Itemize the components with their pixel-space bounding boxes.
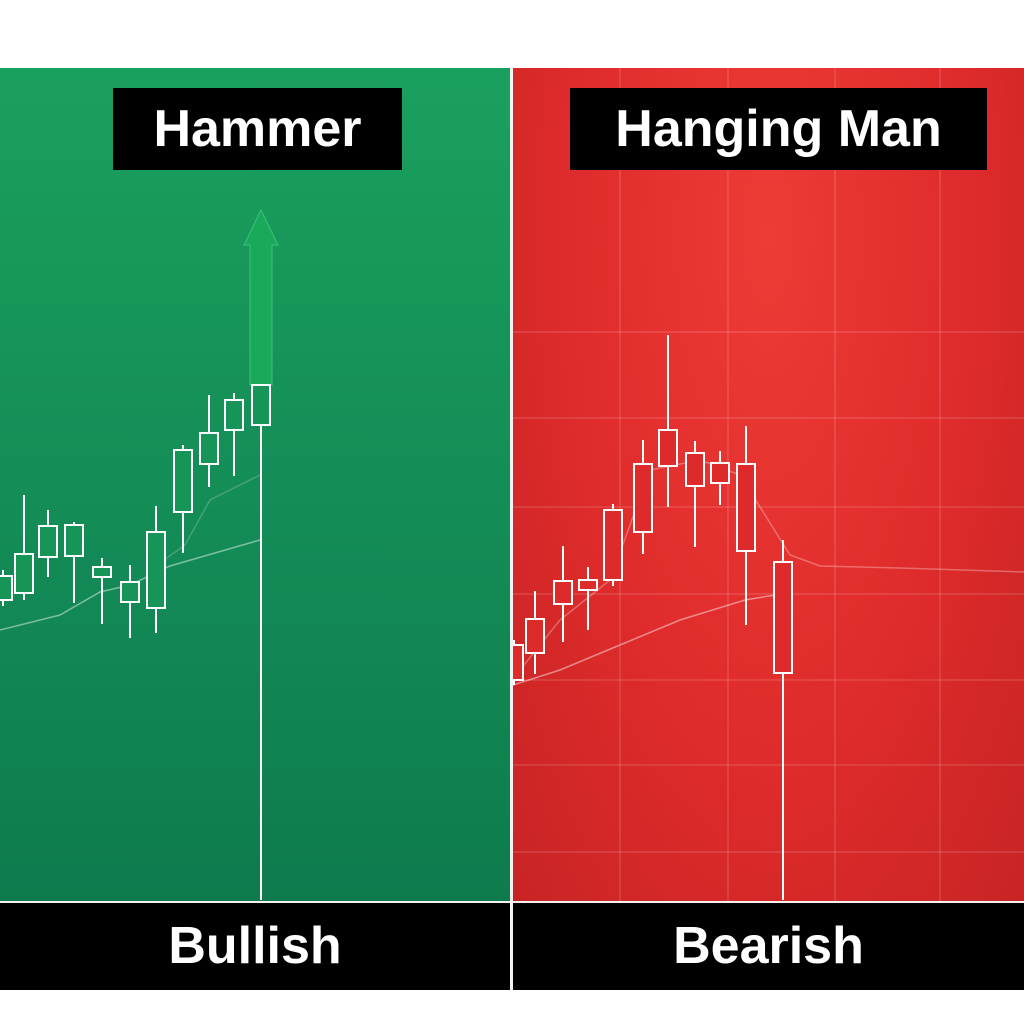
hanging-man-title: Hanging Man: [570, 88, 987, 170]
candle-body: [173, 449, 193, 513]
candle-body: [773, 561, 793, 674]
up-arrow-icon: [243, 208, 279, 386]
candle-body: [603, 509, 623, 581]
candle-body: [14, 553, 34, 594]
candle-body: [251, 384, 271, 426]
moving-average-line: [149, 474, 261, 571]
candle-body: [92, 566, 112, 578]
bearish-label: Bearish: [513, 903, 1024, 990]
candle-body: [513, 644, 524, 681]
hammer-title: Hammer: [113, 88, 402, 170]
moving-average-line: [0, 539, 261, 631]
bullish-panel: [0, 68, 510, 901]
candle-body: [658, 429, 678, 467]
hammer-chart: [0, 208, 279, 900]
candle-body: [0, 575, 13, 601]
bearish-panel: [513, 68, 1024, 901]
candle-body: [710, 462, 730, 484]
label-divider: [0, 901, 1024, 903]
candle-body: [736, 463, 756, 552]
candle-body: [199, 432, 219, 465]
moving-average-line: [519, 459, 1024, 671]
panel-divider: [510, 68, 513, 990]
candle-body: [553, 580, 573, 605]
candle-body: [525, 618, 545, 654]
bullish-label: Bullish: [0, 903, 510, 990]
candle-body: [146, 531, 166, 609]
candle-body: [38, 525, 58, 558]
candle-body: [224, 399, 244, 431]
candle-body: [685, 452, 705, 487]
candle-body: [64, 524, 84, 557]
candle-body: [120, 581, 140, 603]
moving-average-line: [513, 594, 776, 686]
candle-body: [633, 463, 653, 533]
hanging-man-chart: [513, 68, 1024, 901]
candle-body: [578, 579, 598, 591]
